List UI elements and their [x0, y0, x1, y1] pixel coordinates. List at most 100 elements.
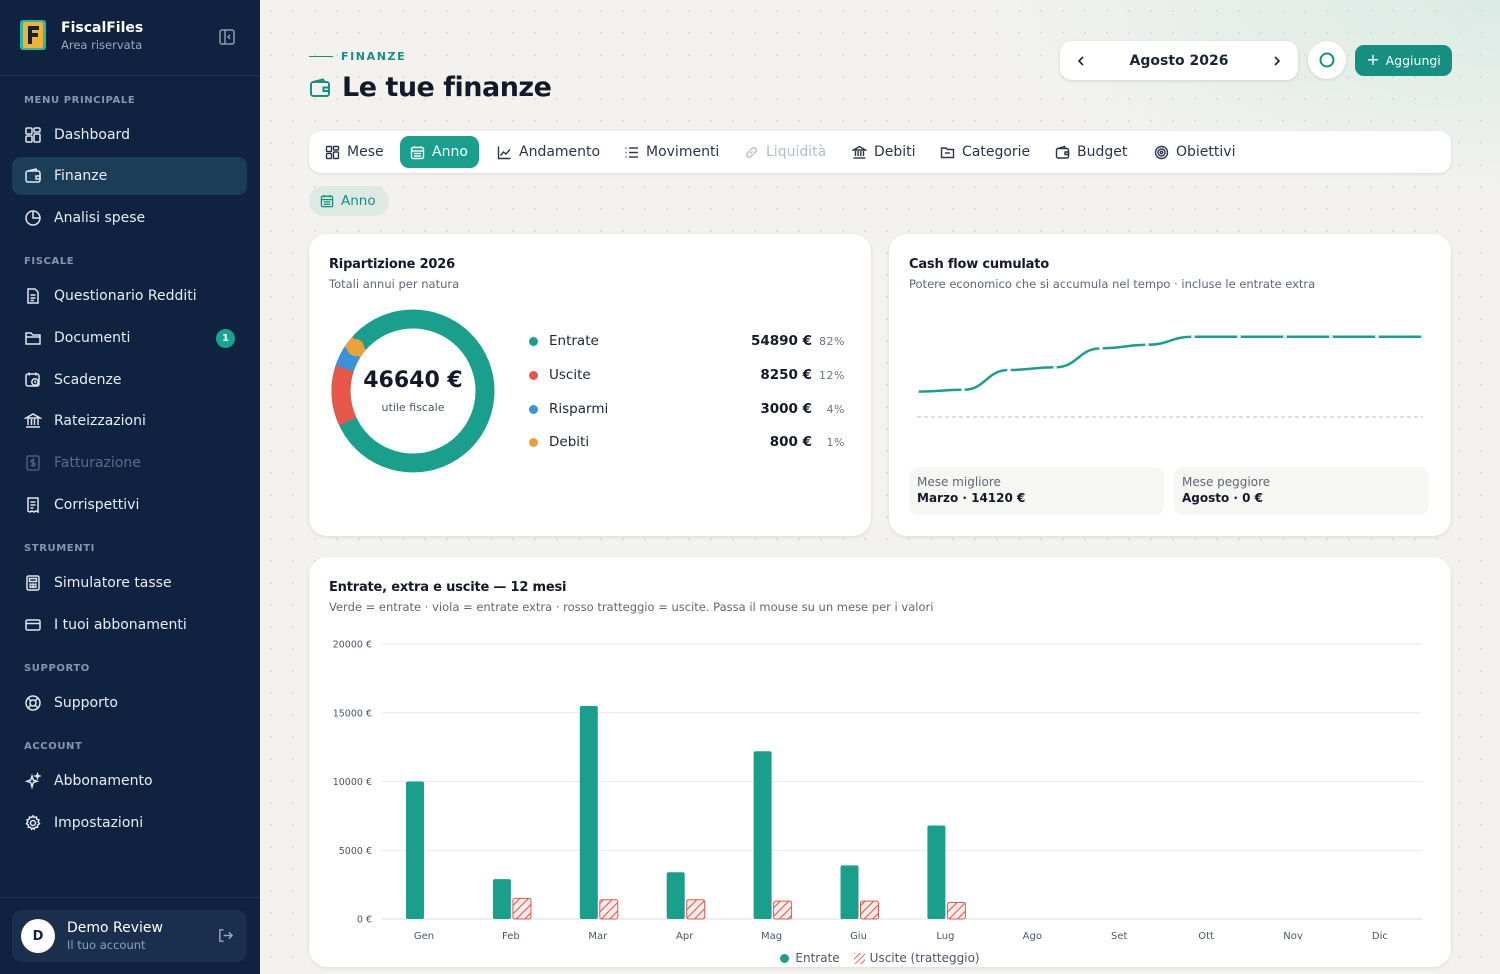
sidebar-item-simulatore[interactable]: Simulatore tasse: [12, 564, 247, 602]
cashflow-point[interactable]: [915, 389, 919, 394]
period-filter-chip[interactable]: Anno: [309, 186, 389, 216]
x-tick-label: Dic: [1372, 931, 1388, 942]
tab-movimenti[interactable]: Movimenti: [614, 136, 730, 168]
user-card[interactable]: D Demo Review Il tuo account: [12, 910, 247, 962]
sidebar-item-finanze[interactable]: Finanze: [12, 157, 247, 195]
chip-label: Anno: [341, 193, 376, 209]
donut-chart[interactable]: [331, 309, 495, 473]
bar-uscite[interactable]: [773, 900, 793, 920]
tab-label: Liquidità: [766, 144, 827, 160]
bar-uscite[interactable]: [512, 897, 532, 920]
sidebar-item-abbonamenti[interactable]: I tuoi abbonamenti: [12, 606, 247, 644]
sidebar-item-dashboard[interactable]: Dashboard: [12, 116, 247, 154]
tab-budget[interactable]: Budget: [1045, 136, 1138, 168]
wallet-icon: [1055, 145, 1070, 159]
x-tick-label: Giu: [850, 931, 867, 942]
cashflow-point[interactable]: [1329, 334, 1333, 339]
x-tick-label: Ott: [1198, 931, 1214, 942]
section-label-account: ACCOUNT: [24, 741, 83, 752]
tab-label: Mese: [347, 144, 384, 160]
cashflow-point[interactable]: [961, 388, 965, 392]
cashflow-point[interactable]: [1283, 334, 1287, 339]
cashflow-title: Cash flow cumulato: [909, 257, 1049, 272]
cashflow-point[interactable]: [1007, 368, 1011, 372]
receipt-icon: [27, 497, 39, 514]
chevron-left-icon[interactable]: [1074, 54, 1088, 68]
chevron-right-icon[interactable]: [1270, 54, 1284, 68]
bar-entrate[interactable]: [927, 825, 946, 920]
current-month[interactable]: Agosto 2026: [1129, 52, 1229, 69]
bar-uscite[interactable]: [599, 899, 619, 920]
bar-uscite[interactable]: [946, 902, 966, 920]
page-eyebrow: FINANZE: [309, 50, 406, 63]
sidebar-item-corrispettivi[interactable]: Corrispettivi: [12, 486, 247, 524]
sidebar-item-label: Documenti: [54, 330, 131, 346]
sidebar-item-scadenze[interactable]: Scadenze: [12, 361, 247, 399]
bar-entrate[interactable]: [840, 865, 859, 919]
status-circle-button[interactable]: [1308, 41, 1346, 79]
x-tick-label: Gen: [414, 931, 434, 942]
x-tick-label: Mag: [761, 931, 782, 942]
legend-value: 800 €: [769, 434, 812, 450]
sidebar-item-label: Dashboard: [54, 127, 130, 143]
bar-entrate[interactable]: [753, 751, 772, 919]
donut-segment-debiti-cap[interactable]: [347, 339, 365, 357]
cashflow-point[interactable]: [1237, 334, 1241, 339]
sidebar-item-supporto[interactable]: Supporto: [12, 684, 247, 722]
lifebuoy-icon: [25, 695, 41, 711]
tab-debiti[interactable]: Debiti: [842, 136, 927, 168]
target-icon: [1154, 145, 1169, 159]
y-tick-label: 0 €: [357, 915, 372, 926]
bar-uscite[interactable]: [860, 900, 879, 920]
cashflow-line-chart[interactable]: [909, 324, 1431, 434]
cashflow-point[interactable]: [1099, 346, 1103, 351]
brand[interactable]: FiscalFiles Area riservata: [20, 20, 143, 52]
bar-entrate[interactable]: [406, 781, 424, 920]
legend-label: Uscite (tratteggio): [869, 951, 980, 965]
bar-entrate[interactable]: [492, 879, 511, 919]
worst-month-box: Mese peggiore Agosto · 0 €: [1174, 467, 1429, 515]
cashflow-point[interactable]: [1053, 365, 1057, 370]
tab-anno[interactable]: Anno: [400, 136, 479, 168]
cashflow-line: [916, 335, 1423, 393]
eyebrow-label: FINANZE: [341, 50, 407, 63]
sidebar-item-analisi-spese[interactable]: Analisi spese: [12, 199, 247, 237]
monthly-bar-chart[interactable]: 20000 € 15000 € 10000 € 5000 € 0 € Gen Feb Mar A…: [309, 557, 1451, 949]
cashflow-point[interactable]: [1421, 334, 1425, 339]
link-icon: [746, 146, 757, 158]
app-logo-icon: [20, 20, 48, 52]
cashflow-card: Cash flow cumulato Potere economico che …: [889, 234, 1451, 536]
sidebar-item-documenti[interactable]: Documenti 1: [12, 319, 247, 357]
bar-entrate[interactable]: [579, 705, 598, 919]
collapse-sidebar-icon[interactable]: [218, 28, 238, 48]
legend-name: Debiti: [549, 434, 590, 450]
tab-categorie[interactable]: Categorie: [930, 136, 1041, 168]
app-subtitle: Area riservata: [61, 38, 143, 52]
tab-andamento[interactable]: Andamento: [487, 136, 611, 168]
tab-obiettivi[interactable]: Obiettivi: [1144, 136, 1246, 168]
logout-icon[interactable]: [217, 927, 234, 944]
sidebar-item-rateizzazioni[interactable]: Rateizzazioni: [12, 402, 247, 440]
tab-label: Budget: [1077, 144, 1128, 160]
legend-value: 54890 €: [750, 333, 812, 349]
sidebar-item-impostazioni[interactable]: Impostazioni: [12, 804, 247, 842]
tab-mese[interactable]: Mese: [315, 136, 395, 168]
avatar: D: [21, 919, 55, 953]
fiscal-profit-value: 46640 €: [363, 368, 463, 393]
add-button[interactable]: + Aggiungi: [1355, 45, 1452, 76]
fiscal-profit-label: utile fiscale: [381, 401, 445, 414]
sidebar-item-label: Abbonamento: [54, 773, 153, 789]
cashflow-point[interactable]: [1375, 334, 1379, 339]
sparkles-icon: [24, 772, 42, 790]
sidebar-item-questionario[interactable]: Questionario Redditi: [12, 277, 247, 315]
section-label-fiscal: FISCALE: [24, 256, 75, 267]
sidebar-item-label: Simulatore tasse: [54, 575, 172, 591]
x-tick-label: Set: [1111, 931, 1128, 942]
worst-month-label: Mese peggiore: [1182, 475, 1271, 489]
cashflow-point[interactable]: [1145, 343, 1149, 347]
sidebar-item-abbonamento[interactable]: Abbonamento: [12, 762, 247, 800]
bar-entrate[interactable]: [666, 872, 685, 919]
bar-uscite[interactable]: [686, 899, 706, 920]
circle-icon: [1319, 52, 1335, 68]
cashflow-point[interactable]: [1191, 334, 1195, 339]
